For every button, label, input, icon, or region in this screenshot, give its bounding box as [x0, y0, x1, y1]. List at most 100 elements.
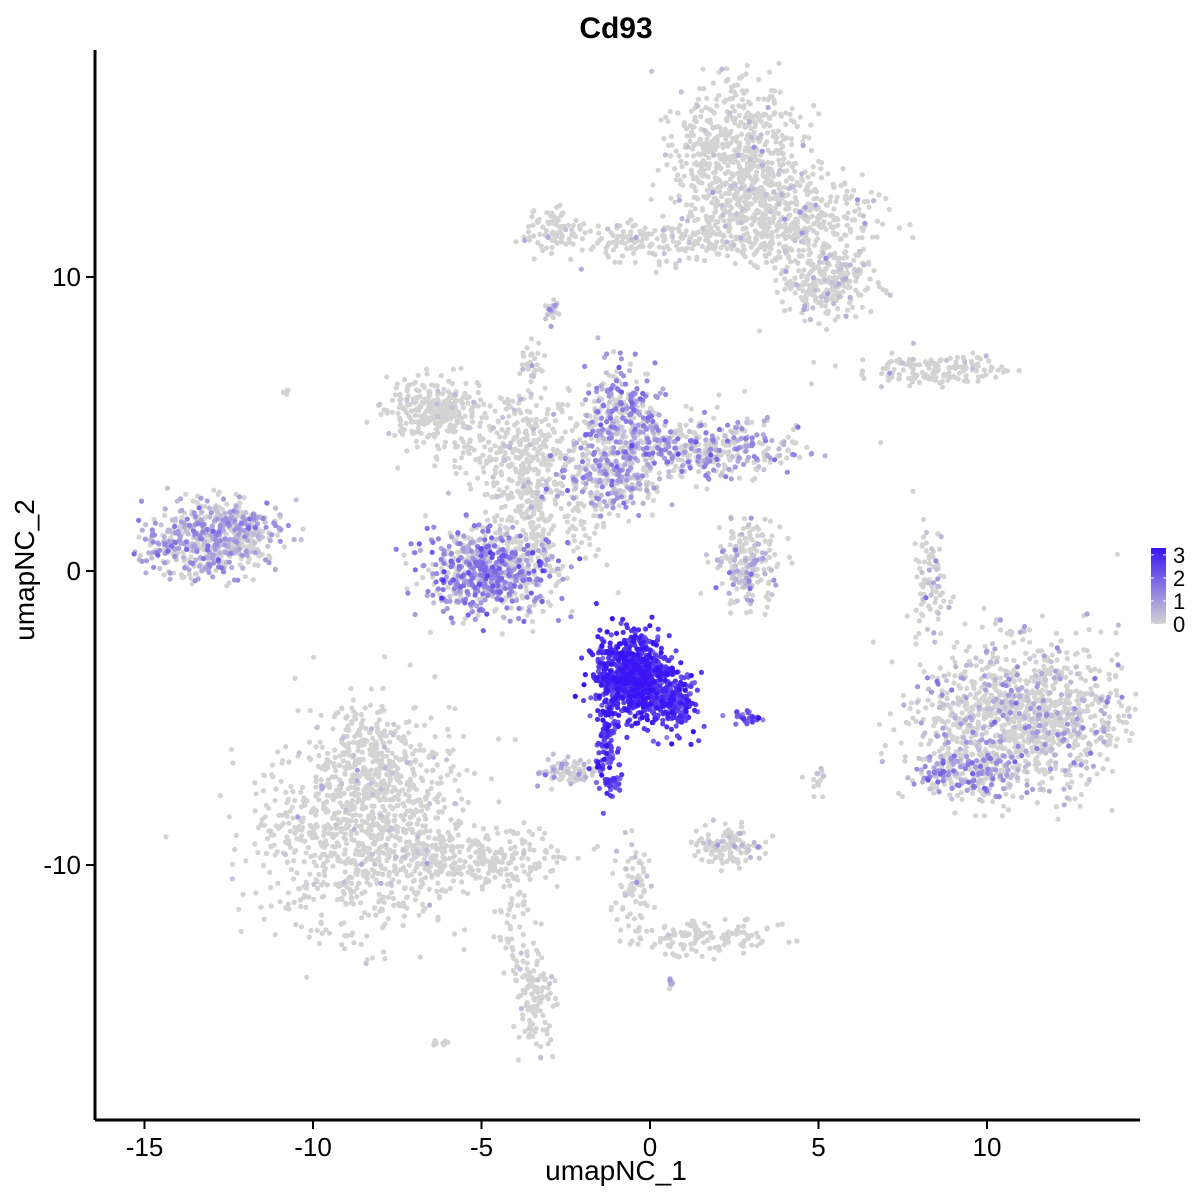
cell-point — [876, 192, 882, 198]
cell-point — [402, 740, 409, 747]
cell-point — [370, 873, 376, 879]
cell-point — [347, 887, 353, 893]
cell-point — [679, 474, 685, 480]
cell-point — [366, 826, 372, 832]
cell-point — [570, 507, 576, 513]
cell-point — [183, 491, 189, 497]
cell-point — [752, 228, 759, 234]
cell-point — [564, 575, 570, 581]
cell-point — [763, 259, 770, 265]
cell-point — [306, 894, 312, 900]
cell-point — [792, 195, 798, 201]
cell-point — [827, 198, 833, 205]
cell-point — [453, 398, 459, 404]
cell-point — [897, 225, 903, 231]
cell-point — [426, 868, 432, 875]
cell-point — [352, 760, 358, 767]
cell-point — [628, 217, 634, 223]
cell-point — [706, 192, 712, 198]
cell-point — [359, 827, 365, 833]
cell-point — [400, 734, 407, 740]
cell-point — [738, 131, 745, 137]
cell-point — [511, 914, 517, 920]
cell-point — [637, 228, 643, 234]
cell-point — [314, 823, 320, 830]
cell-point — [627, 232, 634, 238]
cell-point — [352, 861, 359, 868]
cell-point — [715, 162, 722, 168]
cell-point — [508, 902, 514, 909]
cell-point — [269, 762, 275, 768]
cell-point — [409, 886, 415, 892]
cell-point — [955, 376, 961, 382]
cell-point — [452, 464, 458, 470]
cell-point — [853, 314, 859, 320]
chart-title: Cd93 — [579, 12, 652, 45]
cell-point — [696, 469, 702, 475]
cell-point — [809, 268, 815, 274]
cell-point — [783, 121, 789, 127]
cell-point — [455, 443, 461, 449]
cell-point — [692, 238, 698, 244]
cell-point — [740, 173, 747, 179]
cell-point — [421, 439, 427, 446]
cell-point — [866, 204, 872, 210]
cell-point — [313, 778, 319, 785]
cell-point — [650, 497, 657, 503]
cell-point — [791, 119, 797, 125]
cell-point — [397, 401, 403, 407]
cell-point — [465, 891, 471, 897]
cell-point — [700, 170, 706, 176]
cell-point — [374, 789, 380, 795]
cell-point — [192, 571, 198, 577]
cell-point — [668, 133, 675, 139]
cell-point — [300, 526, 306, 532]
cell-point — [241, 495, 247, 501]
cell-point — [715, 225, 721, 232]
cell-point — [704, 136, 710, 142]
cell-point — [867, 276, 873, 282]
cell-point — [620, 229, 627, 235]
cell-point — [731, 216, 737, 222]
cell-point — [401, 829, 407, 835]
cell-point — [420, 901, 426, 908]
cell-point — [534, 1003, 540, 1009]
cell-point — [868, 189, 875, 195]
cell-point — [445, 726, 451, 733]
cell-point — [499, 631, 505, 637]
cell-point — [420, 823, 426, 829]
cell-point — [460, 889, 466, 895]
cell-point — [484, 491, 490, 497]
cell-point — [828, 194, 834, 200]
cell-point — [441, 386, 447, 392]
cell-point — [829, 212, 836, 219]
cell-point — [260, 862, 267, 869]
cell-point — [679, 164, 685, 170]
cell-point — [725, 162, 731, 168]
cell-point — [885, 364, 891, 371]
cell-point — [762, 457, 768, 463]
cell-point — [768, 87, 775, 94]
cell-point — [710, 80, 717, 86]
cell-point — [549, 244, 555, 250]
cell-point — [859, 172, 865, 178]
cell-point — [520, 1016, 526, 1022]
cell-point — [539, 836, 546, 842]
cell-point — [350, 813, 356, 819]
cell-point — [538, 418, 545, 425]
cell-point — [537, 999, 543, 1005]
cell-point — [800, 297, 806, 303]
cell-point — [446, 400, 452, 406]
cell-point — [378, 766, 384, 772]
cell-point — [352, 792, 358, 798]
cell-point — [429, 749, 435, 755]
cell-point — [414, 444, 420, 450]
cell-point — [845, 307, 851, 313]
cell-point — [364, 957, 370, 963]
cell-point — [732, 120, 738, 126]
cell-point — [378, 411, 384, 417]
cell-point — [319, 930, 325, 936]
cell-point — [520, 932, 526, 938]
cell-point — [367, 776, 373, 782]
cell-point — [330, 843, 336, 849]
